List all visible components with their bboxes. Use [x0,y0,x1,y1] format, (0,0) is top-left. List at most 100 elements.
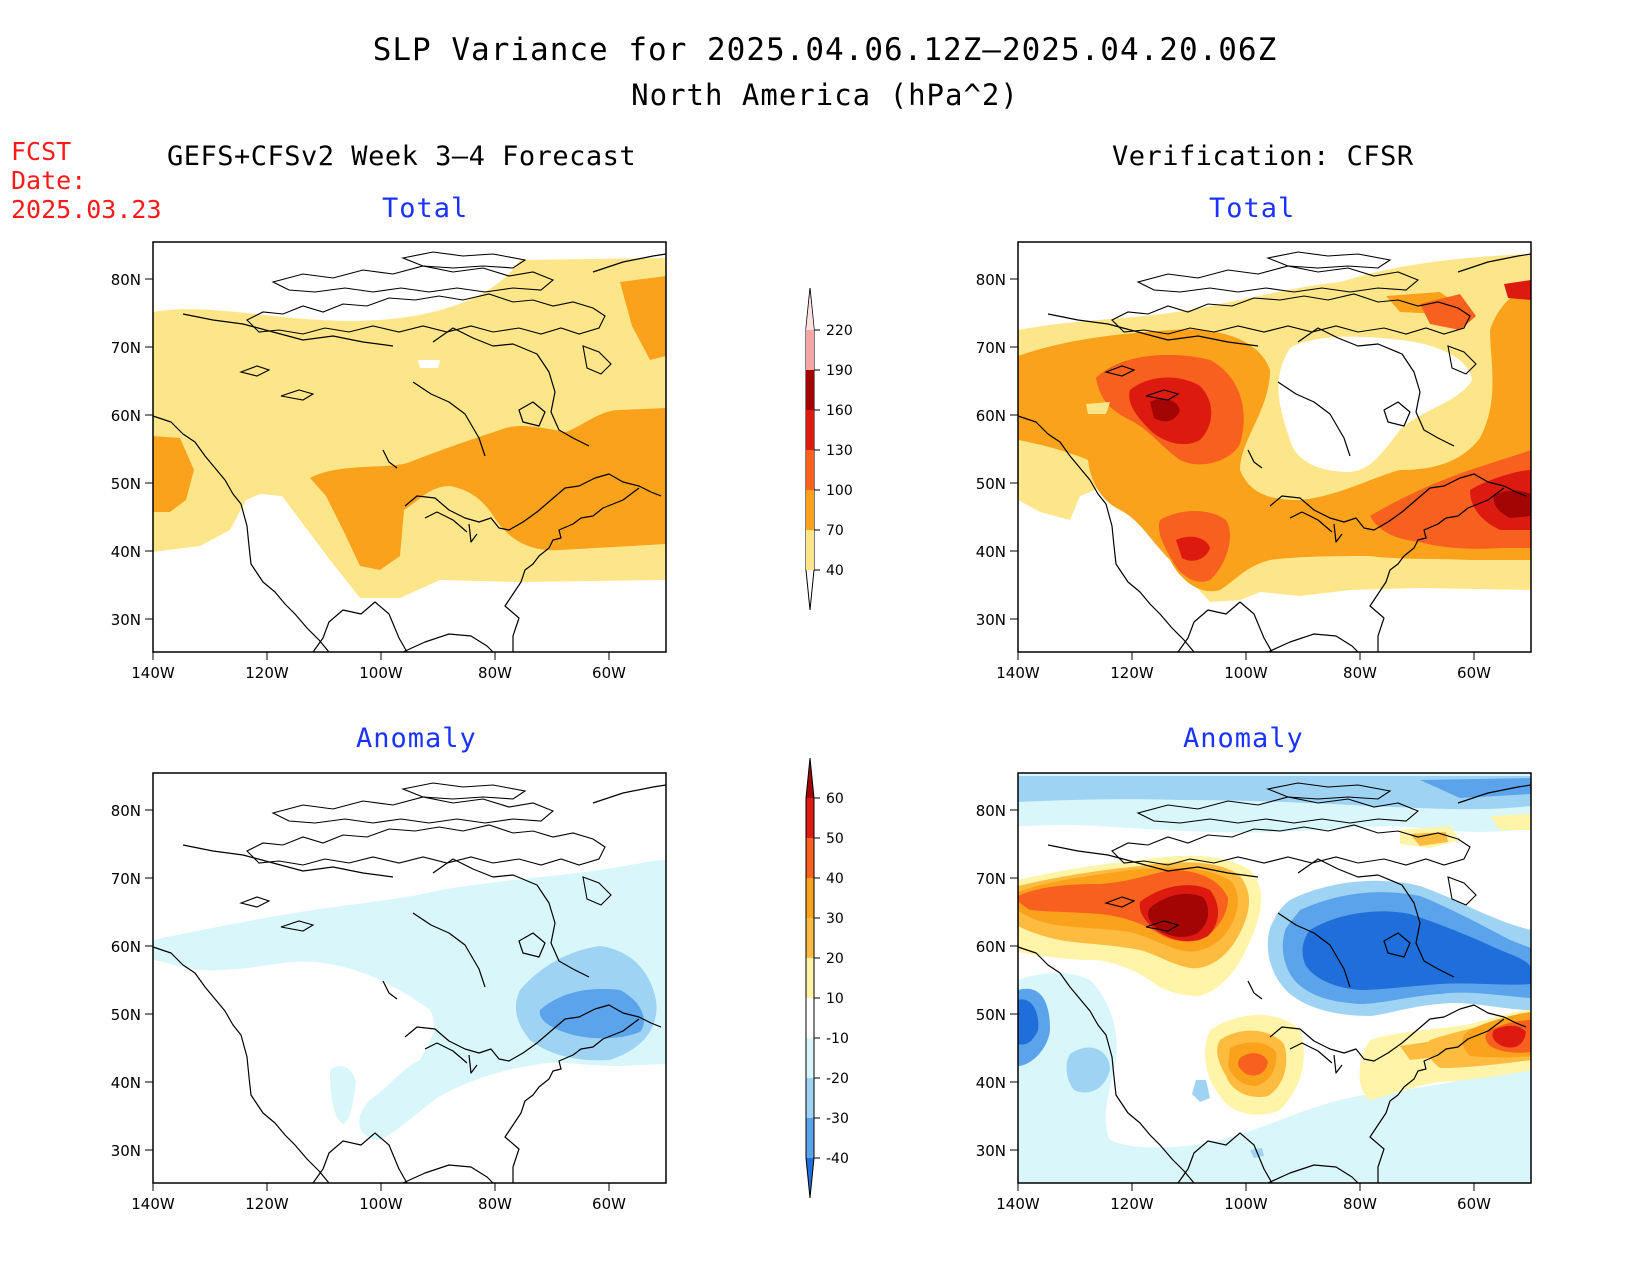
verification-total-title: Total [1209,193,1296,224]
lon-tick-label: 80W [478,664,512,682]
colorbar-label: 50 [826,831,844,847]
axis-labels: 140W 120W 100W 80W 60W 80N 70N 60N 50N 4… [111,271,1491,1213]
colorbar-total: 40 70 100 130 160 190 220 [805,287,853,611]
lat-tick-label: 30N [111,1142,141,1160]
lon-tick-label: 60W [1457,664,1491,682]
lat-tick-label: 60N [111,407,141,425]
contour-70 [153,436,194,512]
colorbar-swatch [806,1038,814,1078]
colorbar-swatch [806,450,814,490]
lon-tick-label: 60W [1457,1195,1491,1213]
lat-tick-label: 30N [111,611,141,629]
colorbar-label: 40 [826,871,844,887]
lat-tick-label: 80N [976,271,1006,289]
verification-heading: Verification: CFSR [1112,141,1414,172]
lat-tick-label: 60N [976,938,1006,956]
contour--30 [539,988,644,1039]
lat-tick-label: 40N [976,1074,1006,1092]
colorbar-swatch [806,998,814,1038]
lon-tick-label: 60W [592,1195,626,1213]
colorbar-swatch [806,370,814,410]
lon-tick-label: 140W [131,664,175,682]
lat-tick-label: 50N [976,475,1006,493]
lon-tick-label: 100W [359,1195,403,1213]
colorbar-swatch [806,918,814,958]
colorbar-swatch [806,798,814,838]
lon-tick-label: 120W [1110,664,1154,682]
lon-tick-label: 140W [131,1195,175,1213]
lon-tick-label: 120W [1110,1195,1154,1213]
lon-tick-label: 140W [996,1195,1040,1213]
colorbar-swatch [806,1078,814,1118]
lat-tick-label: 80N [111,802,141,820]
contour-70 [620,276,666,360]
colorbar-swatch [806,490,814,530]
colorbar-swatch [806,530,814,570]
lon-tick-label: 100W [359,664,403,682]
colorbar-label: 40 [826,563,844,579]
colorbar-swatch [806,838,814,878]
lon-tick-label: 60W [592,664,626,682]
colorbar-label: 10 [826,991,844,1007]
contour-60 [1148,893,1209,937]
colorbar-swatch [806,1118,814,1158]
lat-tick-label: 40N [111,543,141,561]
lat-tick-label: 70N [111,339,141,357]
lat-tick-label: 70N [976,339,1006,357]
verification-anomaly-map [1017,772,1532,1184]
colorbar-label: 220 [826,323,853,339]
contour--40 [1302,911,1531,990]
verification-anomaly-title: Anomaly [1183,723,1304,754]
colorbar-swatch [806,958,814,998]
colorbar-label: 70 [826,523,844,539]
lat-tick-label: 30N [976,1142,1006,1160]
forecast-total-map [152,241,667,653]
lon-tick-label: 100W [1224,664,1268,682]
lon-tick-label: 80W [1343,664,1377,682]
lat-tick-label: 60N [976,407,1006,425]
lat-tick-label: 70N [111,870,141,888]
colorbar-label: 160 [826,403,853,419]
verification-total-map [1017,241,1532,653]
contour-160 [1150,398,1180,422]
forecast-anomaly-title: Anomaly [356,723,477,754]
contour-70 [310,408,666,570]
colorbar-label: 100 [826,483,853,499]
forecast-anomaly-map [152,772,667,1184]
lon-tick-label: 120W [245,664,289,682]
lat-tick-label: 50N [111,1006,141,1024]
lat-tick-label: 40N [976,543,1006,561]
colorbar-label: -40 [826,1151,849,1167]
colorbar-label: -10 [826,1031,849,1047]
colorbar-swatch [806,758,814,798]
lon-tick-label: 80W [478,1195,512,1213]
colorbar-label: 130 [826,443,853,459]
lat-tick-label: 80N [976,802,1006,820]
lon-tick-label: 80W [1343,1195,1377,1213]
lat-tick-label: 50N [111,475,141,493]
lon-tick-label: 100W [1224,1195,1268,1213]
colorbar-swatch [806,878,814,918]
colorbar-label: 20 [826,951,844,967]
figure-subtitle: North America (hPa^2) [631,78,1019,112]
lon-tick-label: 120W [245,1195,289,1213]
colorbar-label: -30 [826,1111,849,1127]
colorbar-label: -20 [826,1071,849,1087]
colorbar-anomaly: 60 50 40 30 20 10 -10 -20 -30 -40 [805,757,849,1199]
lat-tick-label: 80N [111,271,141,289]
figure-title: SLP Variance for 2025.04.06.12Z–2025.04.… [372,32,1278,68]
lat-tick-label: 60N [111,938,141,956]
lat-tick-label: 30N [976,611,1006,629]
lat-tick-label: 70N [976,870,1006,888]
colorbar-label: 60 [826,791,844,807]
colorbar-label: 30 [826,911,844,927]
forecast-heading: GEFS+CFSv2 Week 3–4 Forecast [167,141,637,172]
colorbar-label: 190 [826,363,853,379]
lat-tick-label: 40N [111,1074,141,1092]
colorbar-swatch [806,1158,814,1198]
forecast-total-title: Total [382,193,469,224]
colorbar-swatch [806,410,814,450]
lat-tick-label: 50N [976,1006,1006,1024]
contour--10 [153,860,666,1140]
